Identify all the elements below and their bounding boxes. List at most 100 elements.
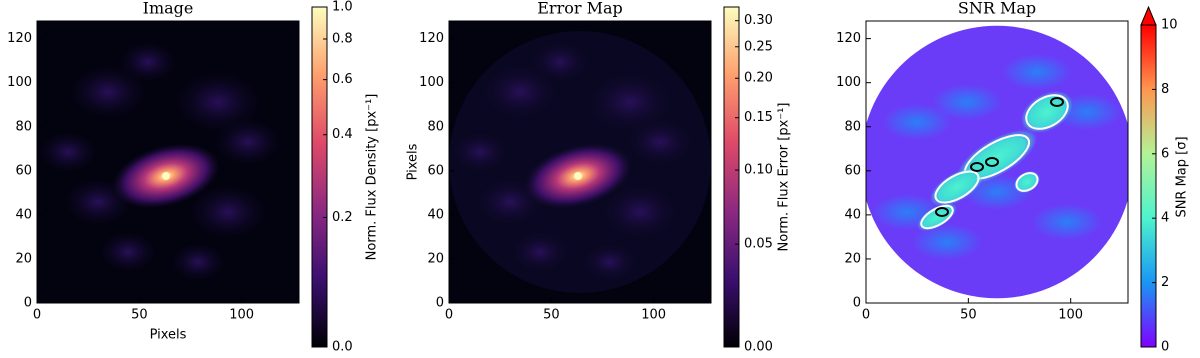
colorbar-tick-label: 0.20 <box>744 71 773 86</box>
x-tick-label: 50 <box>131 308 148 323</box>
colorbar-tick-label: 0.00 <box>744 340 773 355</box>
contour-inner <box>970 162 984 172</box>
colorbar-tick-label: 0 <box>1161 340 1169 355</box>
colorbar-tick-label: 0.0 <box>332 340 353 355</box>
y-tick-label: 60 <box>15 163 32 178</box>
haze <box>480 64 560 120</box>
y-tick-label: 20 <box>427 251 444 266</box>
y-tick-label: 80 <box>427 119 444 134</box>
y-tick-label: 0 <box>853 296 861 311</box>
y-tick-label: 40 <box>427 207 444 222</box>
y-tick-label: 0 <box>24 296 32 311</box>
blue-patch <box>882 104 952 140</box>
colorbar-tick-label: 6 <box>1161 146 1169 161</box>
colorbar-tick-label: 0.8 <box>332 32 353 47</box>
y-tick-label: 100 <box>836 75 861 90</box>
y-tick-label: 80 <box>15 119 32 134</box>
haze <box>582 242 638 282</box>
blue-patch <box>1002 54 1072 90</box>
haze <box>118 41 178 83</box>
y-tick-label: 20 <box>844 251 861 266</box>
panel-title: Image <box>143 0 194 18</box>
colorbar-tick-label: 0.6 <box>332 72 353 87</box>
panel-title: SNR Map <box>958 0 1036 18</box>
colorbar-tick-label: 0.10 <box>744 163 773 178</box>
contour <box>1025 94 1069 130</box>
colorbar <box>723 6 740 348</box>
haze <box>188 184 268 240</box>
colorbar-label: SNR Map [σ] <box>1175 136 1190 217</box>
haze <box>585 70 675 134</box>
haze <box>213 117 283 167</box>
y-tick-label: 80 <box>844 119 861 134</box>
haze <box>530 41 590 83</box>
blue-patch <box>1032 204 1102 240</box>
x-tick-label: 0 <box>862 308 870 323</box>
colorbar-tick-label: 0.25 <box>744 39 773 54</box>
x-tick-label: 100 <box>1058 308 1083 323</box>
colorbar-tick-label: 4 <box>1161 211 1169 226</box>
panel-title: Error Map <box>537 0 623 18</box>
colorbar-tick-label: 8 <box>1161 82 1169 97</box>
x-tick-label: 100 <box>641 308 666 323</box>
colorbar-tick-label: 0.2 <box>332 210 353 225</box>
colorbar-extend <box>1140 5 1157 26</box>
y-tick-label: 120 <box>836 31 861 46</box>
image-area <box>449 21 711 303</box>
colorbar-tick-label: 0.05 <box>744 237 773 252</box>
haze <box>173 70 263 134</box>
contour-inner <box>985 157 999 167</box>
haze <box>170 242 226 282</box>
haze <box>98 231 158 273</box>
x-tick-label: 0 <box>445 308 453 323</box>
y-axis-label: Pixels <box>406 143 421 180</box>
contour-inner <box>935 207 949 217</box>
colorbar-label: Norm. Flux Density [px⁻¹] <box>365 94 380 261</box>
y-tick-label: 60 <box>427 163 444 178</box>
cyan-patch <box>930 167 984 207</box>
blue-patch <box>932 84 1002 120</box>
axes-frame <box>36 20 300 304</box>
cyan-patch <box>1021 91 1073 133</box>
y-tick-label: 40 <box>844 207 861 222</box>
contour-inner <box>1050 97 1064 107</box>
y-tick-label: 0 <box>436 296 444 311</box>
haze <box>510 231 570 273</box>
colorbar-tick-label: 10 <box>1161 18 1178 33</box>
haze <box>38 131 98 173</box>
y-tick-label: 60 <box>844 163 861 178</box>
colorbar <box>1140 24 1157 348</box>
y-tick-label: 40 <box>15 207 32 222</box>
contour <box>934 170 980 204</box>
image-area <box>37 21 299 303</box>
colorbar-tick-label: 0.15 <box>744 110 773 125</box>
colorbar-tick-label: 0.4 <box>332 127 353 142</box>
contour <box>1015 172 1039 192</box>
x-tick-label: 100 <box>229 308 254 323</box>
y-tick-label: 100 <box>7 75 32 90</box>
colorbar <box>311 6 328 348</box>
image-area <box>866 21 1128 303</box>
axes-frame <box>448 20 712 304</box>
blue-patch <box>912 224 982 260</box>
colorbar-tick-label: 1.0 <box>332 0 353 15</box>
haze <box>68 64 148 120</box>
peak <box>574 172 582 180</box>
colorbar-tick-label: 0.30 <box>744 13 773 28</box>
colorbar-label: Norm. Flux Error [px⁻¹] <box>777 103 792 252</box>
colorbar-tick-label: 2 <box>1161 275 1169 290</box>
x-tick-label: 0 <box>33 308 41 323</box>
x-axis-label: Pixels <box>150 328 187 343</box>
y-tick-label: 120 <box>419 31 444 46</box>
haze <box>450 131 510 173</box>
y-tick-label: 20 <box>15 251 32 266</box>
contour <box>920 204 954 230</box>
x-tick-label: 50 <box>543 308 560 323</box>
haze <box>625 117 695 167</box>
y-tick-label: 100 <box>419 75 444 90</box>
x-tick-label: 50 <box>960 308 977 323</box>
y-tick-label: 120 <box>7 31 32 46</box>
peak <box>162 172 170 180</box>
haze <box>600 184 680 240</box>
